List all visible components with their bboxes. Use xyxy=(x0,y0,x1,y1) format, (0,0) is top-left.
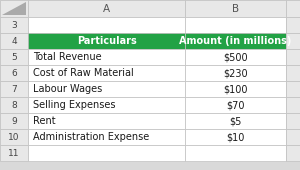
Text: 5: 5 xyxy=(11,53,17,62)
Bar xyxy=(185,129,286,145)
Text: 10: 10 xyxy=(8,132,20,141)
Text: $230: $230 xyxy=(223,68,248,78)
Bar xyxy=(0,81,28,97)
Text: Rent: Rent xyxy=(33,116,56,126)
Text: 3: 3 xyxy=(11,21,17,30)
Bar xyxy=(28,81,185,97)
Bar xyxy=(0,145,28,161)
Text: A: A xyxy=(103,4,110,13)
Bar xyxy=(28,49,185,65)
Text: Cost of Raw Material: Cost of Raw Material xyxy=(33,68,134,78)
Bar xyxy=(28,0,185,17)
Text: Administration Expense: Administration Expense xyxy=(33,132,149,142)
Bar xyxy=(185,65,286,81)
Bar xyxy=(0,129,28,145)
Text: B: B xyxy=(232,4,239,13)
Text: 7: 7 xyxy=(11,84,17,94)
Bar xyxy=(286,129,300,145)
Text: $500: $500 xyxy=(223,52,248,62)
Bar xyxy=(28,33,185,49)
Text: $5: $5 xyxy=(229,116,242,126)
Bar xyxy=(185,49,286,65)
Bar xyxy=(286,33,300,49)
Text: 6: 6 xyxy=(11,69,17,78)
Text: 11: 11 xyxy=(8,149,20,157)
Bar xyxy=(28,17,185,33)
Bar xyxy=(185,113,286,129)
Text: Amount (in millions): Amount (in millions) xyxy=(179,36,292,46)
Bar xyxy=(286,81,300,97)
Bar xyxy=(0,0,28,17)
Text: $100: $100 xyxy=(223,84,248,94)
Bar xyxy=(28,113,185,129)
Bar xyxy=(28,129,185,145)
Bar xyxy=(286,65,300,81)
Bar xyxy=(0,97,28,113)
Bar xyxy=(0,49,28,65)
Text: $70: $70 xyxy=(226,100,245,110)
Bar xyxy=(185,0,286,17)
Text: 9: 9 xyxy=(11,116,17,125)
Bar xyxy=(28,145,185,161)
Bar xyxy=(185,145,286,161)
Bar xyxy=(185,33,286,49)
Bar xyxy=(28,65,185,81)
Bar xyxy=(185,97,286,113)
Bar xyxy=(0,65,28,81)
Bar xyxy=(0,17,28,33)
Bar xyxy=(0,113,28,129)
Text: Particulars: Particulars xyxy=(76,36,136,46)
Bar xyxy=(185,17,286,33)
Bar xyxy=(286,0,300,17)
Bar xyxy=(286,49,300,65)
Text: 8: 8 xyxy=(11,100,17,109)
Bar xyxy=(0,33,28,49)
Text: Total Revenue: Total Revenue xyxy=(33,52,102,62)
Bar xyxy=(28,97,185,113)
Text: $10: $10 xyxy=(226,132,245,142)
Bar xyxy=(286,97,300,113)
Text: Selling Expenses: Selling Expenses xyxy=(33,100,116,110)
Bar xyxy=(286,17,300,33)
Text: 4: 4 xyxy=(11,37,17,46)
Polygon shape xyxy=(2,2,26,15)
Bar xyxy=(286,145,300,161)
Bar xyxy=(286,113,300,129)
Bar xyxy=(185,81,286,97)
Text: Labour Wages: Labour Wages xyxy=(33,84,102,94)
